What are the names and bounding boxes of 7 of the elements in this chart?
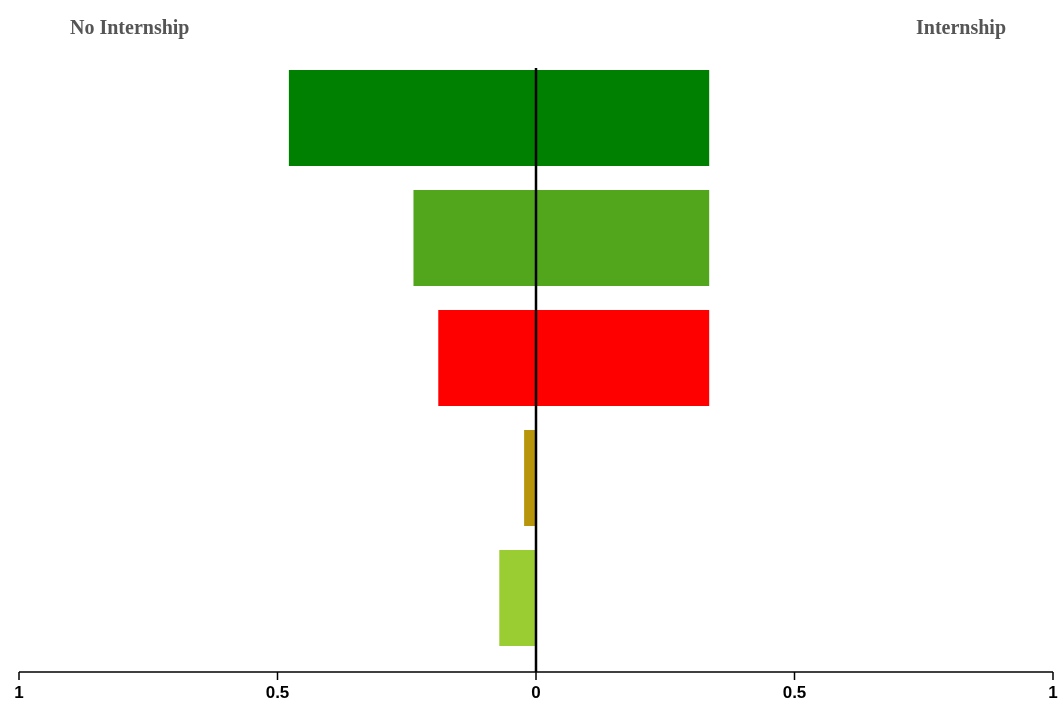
x-tick-label: 0.5 xyxy=(265,683,290,702)
text: No Internship xyxy=(70,16,190,39)
x-tick-label: 0 xyxy=(531,683,541,702)
x-tick-label: 1 xyxy=(14,683,24,702)
x-tick-label: 1 xyxy=(1048,683,1058,702)
x-tick-label: 0.5 xyxy=(782,683,807,702)
text: Internship xyxy=(915,16,1006,39)
